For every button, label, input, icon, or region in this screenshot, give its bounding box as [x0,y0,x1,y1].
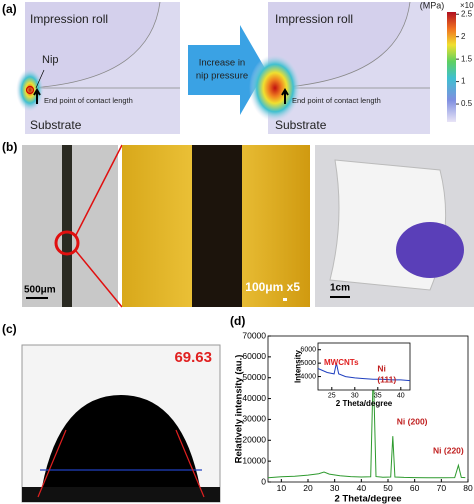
contact-angle: 69.63 [174,349,212,366]
droplet [42,395,200,487]
roll-edge [274,1,411,89]
substrate-label: Substrate [30,118,82,132]
x-tick-label: 70 [437,483,447,493]
colorbar-tick-label: 0.5 [461,99,473,108]
x-tick-label: 80 [463,483,473,493]
panel-label: (a) [2,2,17,16]
peak-label: Ni (200) [397,416,428,426]
y-tick-label: 6000 [300,347,316,354]
scale-bar [283,298,287,301]
zoom-line [75,250,123,308]
y-tick-label: 70000 [242,330,266,340]
scale-label: 1cm [330,283,350,294]
substrate-label: Substrate [275,118,327,132]
end-arrow [33,88,41,104]
printed-line [192,145,242,307]
y-tick-label: 50000 [242,372,266,382]
x-tick-label: 10 [277,483,287,493]
y-tick-label: 5000 [300,360,316,367]
end-label: End point of contact length [44,96,133,105]
end-label: End point of contact length [292,96,381,105]
y-tick-label: 40000 [242,393,266,403]
stress-spot [249,54,301,122]
plot-area [317,342,411,391]
printed-line [62,145,72,307]
pressure-arrow [188,25,266,115]
substrate-shadow [22,487,220,502]
x-tick-label: 30 [330,483,340,493]
x-axis-label: 2 Theta/degree [336,399,393,408]
inset-title: MWCNTs [324,358,359,367]
colorbar-tick-label: 1.5 [461,54,473,63]
x-tick-label: 20 [303,483,313,493]
y-tick-label: 4000 [300,373,316,380]
x-tick-label: 35 [374,392,382,399]
nip-marker [25,85,35,95]
glove [396,222,464,278]
y-tick-label: 30000 [242,414,266,424]
colorbar-unit: (MPa) [420,0,445,10]
roll-edge [29,1,161,89]
zoom-line [75,144,123,236]
x-tick-label: 50 [383,483,393,493]
y-tick-label: 20000 [242,435,266,445]
end-arrow [281,88,289,104]
y-tick-label: 0 [261,476,266,486]
x-tick-label: 40 [397,392,405,399]
colorbar-exponent: ×10⁵ [460,1,474,10]
y-axis-label: Relatively intensity (au.) [234,355,245,464]
x-tick-label: 30 [351,392,359,399]
colorbar [447,12,456,122]
scale-label: 100μm x5 [245,280,300,294]
x-tick-label: 25 [328,392,336,399]
roll-right [268,2,410,88]
x-tick-label: 40 [357,483,367,493]
colorbar-tick-label: 1 [461,77,466,86]
scale-label: 500μm [24,285,56,296]
nip-pointer [35,69,45,89]
nip-label: Nip [42,54,59,66]
peak-label: Ni (111) [377,364,396,385]
roll-label: Impression roll [30,12,108,26]
roll-label: Impression roll [275,12,353,26]
data-line [317,362,411,382]
colorbar-tick-label: 2.5 [461,9,473,18]
y-tick-label: 10000 [242,455,266,465]
arrow-text: nip pressure [196,71,248,82]
panel-label: (d) [230,314,245,328]
x-axis-label: 2 Theta/degree [334,494,401,504]
zoom-circle [54,230,80,256]
tangent [37,429,205,498]
roll-left [25,2,160,88]
panel-label: (b) [2,140,17,154]
y-tick-label: 60000 [242,351,266,361]
y-axis-label: Intensity [294,350,303,383]
data-line [267,367,466,479]
colorbar-tick-label: 2 [461,32,466,41]
arrow-text: Increase in [199,58,245,69]
peak-label: Ni (220) [433,446,464,456]
panel-label: (c) [2,322,17,336]
x-tick-label: 60 [410,483,420,493]
stress-spot [16,68,44,112]
